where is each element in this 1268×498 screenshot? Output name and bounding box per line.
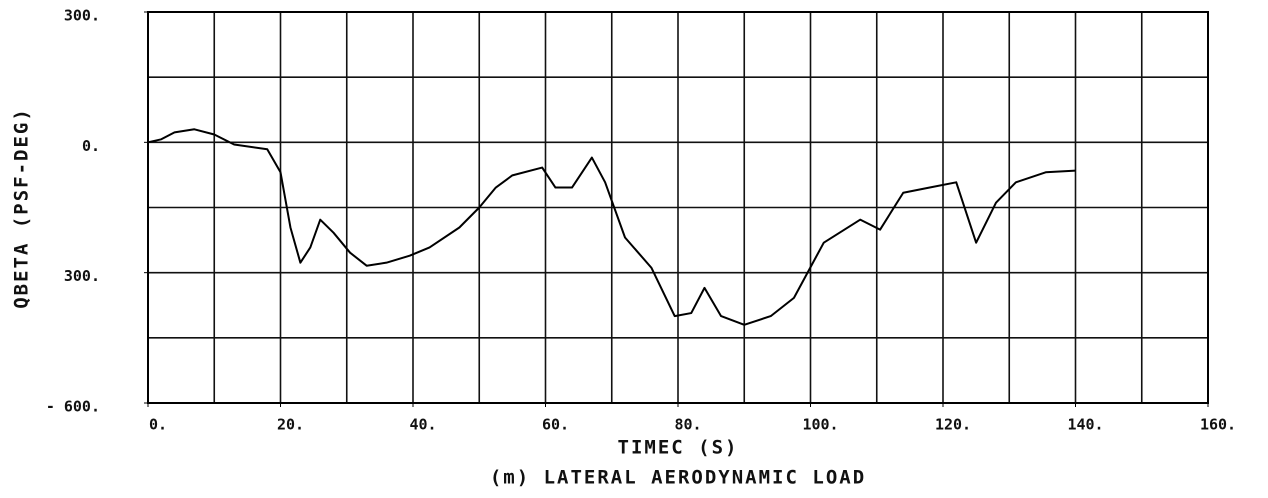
chart-title: (m) LATERAL AERODYNAMIC LOAD: [490, 467, 866, 489]
y-tick-label: 300.: [64, 267, 100, 285]
x-tick-label: 20.: [277, 416, 304, 434]
x-tick-label: 160.: [1200, 416, 1236, 434]
x-tick-label: 60.: [542, 416, 569, 434]
x-axis-label: TIMEC (S): [618, 437, 739, 459]
y-tick-label: - 600.: [46, 398, 100, 416]
x-tick-label: 0.: [149, 416, 167, 434]
data-line: [147, 128, 1076, 326]
x-tick-label: 100.: [802, 416, 838, 434]
y-axis-label: QBETA (PSF-DEG): [11, 107, 33, 309]
y-tick-label: 0.: [82, 137, 100, 155]
x-tick-label: 40.: [409, 416, 436, 434]
x-tick-label: 80.: [674, 416, 701, 434]
x-tick-label: 140.: [1067, 416, 1103, 434]
x-tick-label: 120.: [935, 416, 971, 434]
y-tick-label: 300.: [64, 7, 100, 25]
